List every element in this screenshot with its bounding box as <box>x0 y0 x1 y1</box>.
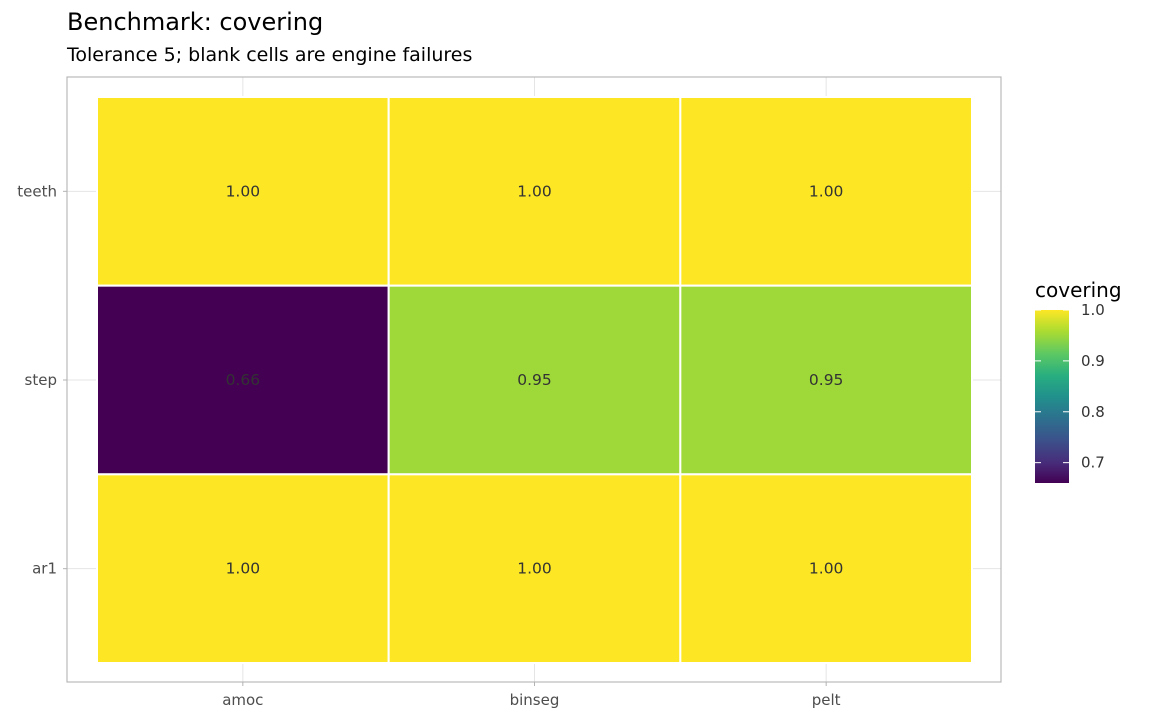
heatmap-cell-ar1-binseg <box>387 473 682 665</box>
y-tick-label-step: step <box>25 371 57 389</box>
cell-label-step-pelt: 0.95 <box>809 371 844 389</box>
heatmap-cell-step-amoc <box>96 284 390 476</box>
cell-label-ar1-pelt: 1.00 <box>809 560 844 578</box>
x-axis: amoc binseg pelt <box>222 682 841 709</box>
heatmap-cell-step-pelt <box>679 284 973 476</box>
heatmap-cell-ar1-amoc <box>96 473 390 665</box>
legend-colorbar <box>1035 310 1069 483</box>
cell-labels: 1.00 1.00 1.00 0.66 0.95 0.95 1.00 1.00 1.00 <box>226 182 844 577</box>
cell-label-ar1-binseg: 1.00 <box>517 560 552 578</box>
chart-title: Benchmark: covering <box>67 8 323 36</box>
cell-label-teeth-amoc: 1.00 <box>226 182 261 200</box>
x-tick-label-pelt: pelt <box>812 691 841 709</box>
y-tick-label-teeth: teeth <box>17 182 57 200</box>
chart-subtitle: Tolerance 5; blank cells are engine fail… <box>66 44 472 66</box>
legend-ticks: 1.0 0.9 0.8 0.7 <box>1035 301 1105 472</box>
x-tick-label-amoc: amoc <box>222 691 263 709</box>
y-axis: teeth step ar1 <box>17 182 67 578</box>
legend-tick-label: 1.0 <box>1081 301 1105 319</box>
legend-tick-label: 0.9 <box>1081 352 1105 370</box>
cell-label-step-binseg: 0.95 <box>517 371 552 389</box>
legend-title: covering <box>1035 278 1122 302</box>
heatmap-cells <box>96 96 973 665</box>
cell-label-ar1-amoc: 1.00 <box>226 560 261 578</box>
cell-label-teeth-binseg: 1.00 <box>517 182 552 200</box>
legend: covering 1.0 0.9 0.8 0.7 <box>1035 278 1122 483</box>
x-tick-label-binseg: binseg <box>510 691 560 709</box>
cell-label-teeth-pelt: 1.00 <box>809 182 844 200</box>
heatmap-cell-step-binseg <box>387 284 682 476</box>
legend-tick-label: 0.8 <box>1081 403 1105 421</box>
heatmap-cell-ar1-pelt <box>679 473 973 665</box>
heatmap-cell-teeth-pelt <box>679 96 973 287</box>
y-tick-label-ar1: ar1 <box>32 560 57 578</box>
legend-tick-label: 0.7 <box>1081 454 1105 472</box>
cell-label-step-amoc: 0.66 <box>226 371 261 389</box>
